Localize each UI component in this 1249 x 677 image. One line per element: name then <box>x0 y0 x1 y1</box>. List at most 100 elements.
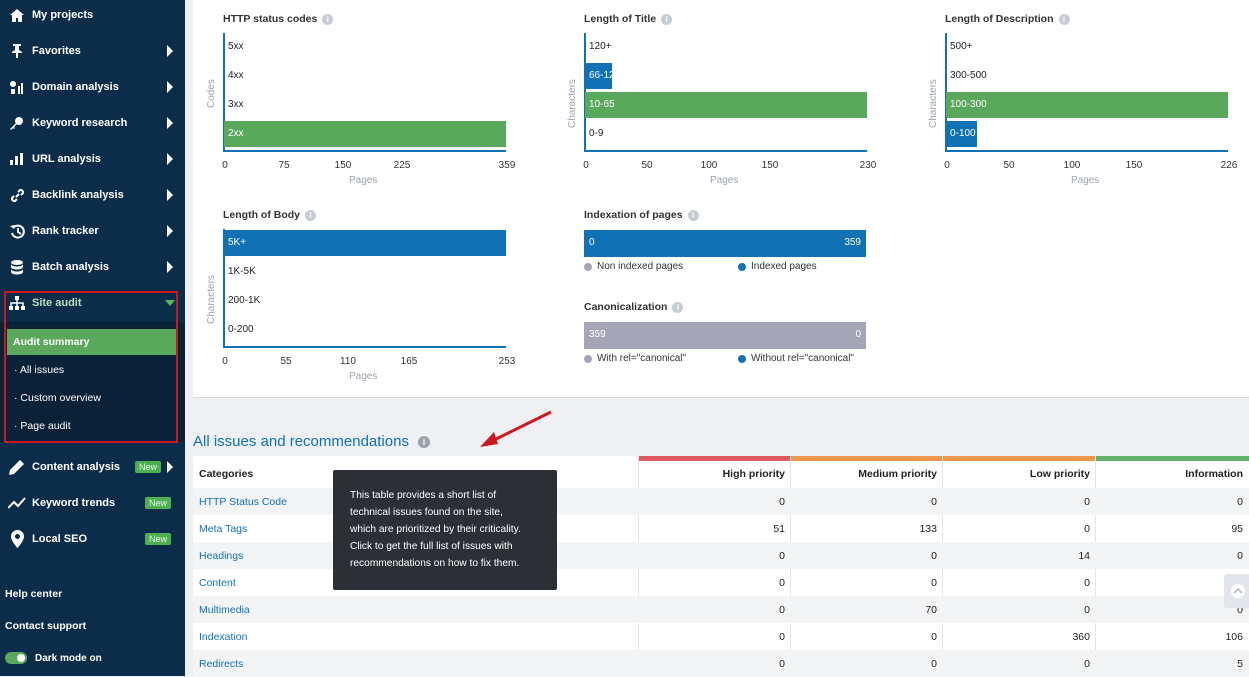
nav-batch-analysis[interactable]: Batch analysis <box>0 252 185 282</box>
nav-local-seo[interactable]: Local SEO New <box>0 524 185 554</box>
nav-label: Content analysis <box>32 461 121 473</box>
table-row[interactable]: Meta Tags 51 133 0 95 <box>193 515 1249 542</box>
legend-item: Non indexed pages <box>584 261 683 272</box>
priority-strip-low <box>943 456 1096 461</box>
nav-site-audit[interactable]: Site audit <box>0 288 185 318</box>
issue-count-cell: 5 <box>1237 657 1243 670</box>
bar[interactable] <box>224 230 506 256</box>
new-badge: New <box>144 533 171 545</box>
bar[interactable] <box>585 63 612 89</box>
bar[interactable] <box>585 92 867 118</box>
category-link[interactable]: Multimedia <box>199 603 250 616</box>
section-title[interactable]: All issues and recommendations i <box>193 433 430 450</box>
x-axis-line <box>223 150 506 152</box>
info-icon[interactable]: i <box>687 209 699 221</box>
issue-count-cell: 14 <box>1078 549 1090 562</box>
category-label: 200-1K <box>228 295 261 306</box>
column-header-medium[interactable]: Medium priority <box>858 468 937 480</box>
nav-domain-analysis[interactable]: Domain analysis <box>0 72 185 102</box>
column-header-high[interactable]: High priority <box>722 468 785 480</box>
bar[interactable] <box>946 92 1228 118</box>
category-link[interactable]: Indexation <box>199 630 248 643</box>
nav-label: Rank tracker <box>32 225 99 237</box>
submenu-all-issues[interactable]: · All issues <box>14 364 65 376</box>
dark-mode-toggle[interactable] <box>5 652 27 664</box>
table-row[interactable]: Indexation 0 0 360 106 <box>193 623 1249 650</box>
pencil-icon <box>8 458 26 476</box>
info-icon[interactable]: i <box>661 13 673 25</box>
chevron-right-icon <box>167 153 173 165</box>
info-icon[interactable]: i <box>305 209 316 221</box>
issue-count-cell: 106 <box>1225 630 1243 643</box>
column-header-information[interactable]: Information <box>1185 468 1243 480</box>
nav-url-analysis[interactable]: URL analysis <box>0 144 185 174</box>
nav-label: Favorites <box>32 45 81 57</box>
table-row[interactable]: Multimedia 0 70 0 0 <box>193 596 1249 623</box>
chart-title: Length of Title i <box>584 13 673 25</box>
x-tick-label: 50 <box>1003 160 1015 171</box>
scroll-to-top-button[interactable] <box>1224 574 1249 608</box>
chevron-right-icon <box>167 261 173 273</box>
x-tick-label: 226 <box>1220 160 1238 171</box>
annotation-highlight-box <box>4 291 178 443</box>
chart-title: HTTP status codes i <box>223 13 334 25</box>
history-icon <box>8 222 26 240</box>
canonical-bar[interactable]: 359 0 <box>584 322 866 349</box>
bar[interactable] <box>946 121 977 147</box>
chevron-right-icon <box>167 461 173 473</box>
submenu-page-audit[interactable]: · Page audit <box>14 420 71 432</box>
site-audit-submenu: Audit summary · All issues · Custom over… <box>0 322 185 442</box>
dark-mode-label: Dark mode on <box>35 653 102 664</box>
info-icon[interactable]: i <box>322 13 334 25</box>
issue-count-cell: 0 <box>1084 657 1090 670</box>
legend-item: With rel="canonical" <box>584 353 686 364</box>
submenu-custom-overview[interactable]: · Custom overview <box>14 392 101 404</box>
bar[interactable] <box>224 121 506 147</box>
bar-chart-icon <box>8 150 26 168</box>
column-header-categories[interactable]: Categories <box>199 468 254 480</box>
issue-count-cell: 0 <box>1084 603 1090 616</box>
category-link[interactable]: HTTP Status Code <box>199 495 287 508</box>
nav-rank-tracker[interactable]: Rank tracker <box>0 216 185 246</box>
category-link[interactable]: Redirects <box>199 657 244 670</box>
issue-count-cell: 0 <box>779 603 785 616</box>
info-icon[interactable]: i <box>672 301 684 313</box>
home-icon <box>8 6 26 24</box>
nav-label: Keyword trends <box>32 497 116 509</box>
issue-count-cell: 360 <box>1072 630 1090 643</box>
y-axis-line <box>223 229 225 347</box>
contact-support-link[interactable]: Contact support <box>5 620 87 632</box>
tooltip-line: which are prioritized by their criticali… <box>350 524 521 535</box>
nav-keyword-research[interactable]: Keyword research <box>0 108 185 138</box>
category-link[interactable]: Content <box>199 576 236 589</box>
x-tick-label: 165 <box>400 356 418 367</box>
issue-count-cell: 0 <box>1084 495 1090 508</box>
submenu-audit-summary[interactable]: Audit summary <box>7 329 178 355</box>
key-icon <box>8 114 26 132</box>
table-row[interactable]: Redirects 0 0 0 5 <box>193 650 1249 677</box>
nav-keyword-trends[interactable]: Keyword trends New <box>0 488 185 518</box>
x-axis-title: Pages <box>349 371 378 382</box>
nav-my-projects[interactable]: My projects <box>0 0 185 30</box>
nav-content-analysis[interactable]: Content analysis New <box>0 452 185 482</box>
legend-dot <box>584 354 592 363</box>
category-link[interactable]: Headings <box>199 549 244 562</box>
x-tick-label: 100 <box>700 160 718 171</box>
nav-backlink-analysis[interactable]: Backlink analysis <box>0 180 185 210</box>
category-label: 10-65 <box>589 99 615 110</box>
x-tick-label: 150 <box>1125 160 1143 171</box>
indexation-bar[interactable]: 0 359 <box>584 230 866 257</box>
category-link[interactable]: Meta Tags <box>199 522 248 535</box>
category-label: 5K+ <box>228 237 247 248</box>
chart-title: Indexation of pages i <box>584 209 699 221</box>
x-axis-title: Pages <box>710 175 739 186</box>
column-header-low[interactable]: Low priority <box>1029 468 1090 480</box>
x-axis-title: Pages <box>1071 175 1100 186</box>
help-center-link[interactable]: Help center <box>5 588 63 600</box>
issue-count-cell: 0 <box>1237 495 1243 508</box>
info-icon[interactable]: i <box>1058 13 1070 25</box>
nav-favorites[interactable]: Favorites <box>0 36 185 66</box>
info-icon[interactable]: i <box>417 435 430 448</box>
x-tick-label: 0 <box>583 160 589 171</box>
pin-icon <box>8 42 26 60</box>
